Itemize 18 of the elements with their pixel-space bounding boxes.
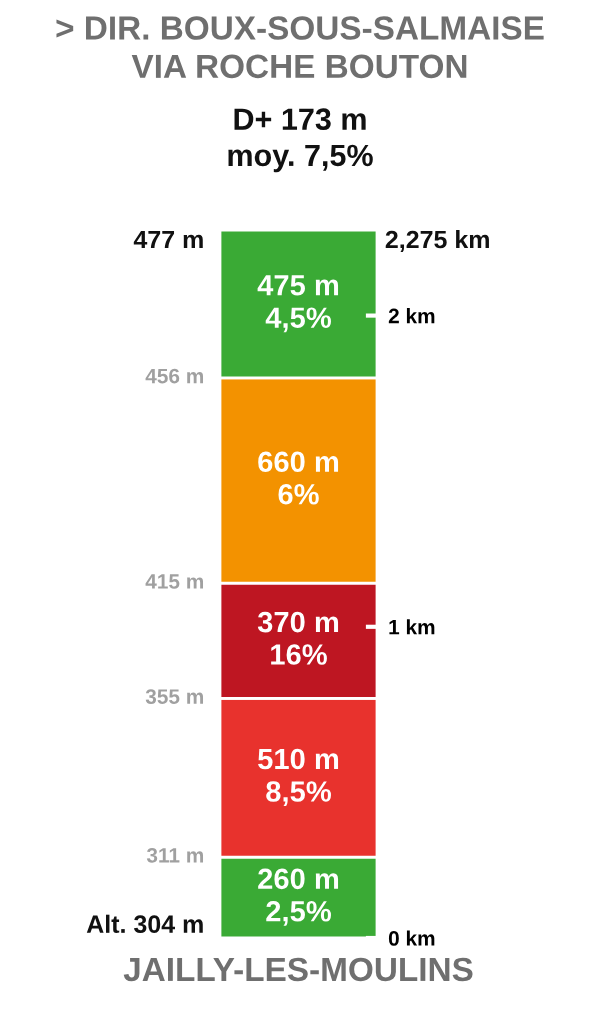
y-tick-label: 0 km — [388, 930, 435, 946]
chart-title: > DIR. BOUX-SOUS-SALMAISE VIA ROCHE BOUTON — [56, 16, 544, 79]
text: 456 m — [145, 368, 204, 384]
text: 311 m — [146, 847, 204, 863]
annotation: 510 m 8,5% — [258, 748, 339, 807]
text: 2,275 km — [385, 230, 489, 252]
text: 415 m — [145, 574, 204, 589]
annotation: 660 m 6% — [258, 451, 339, 505]
y-tick-label: 2 km — [388, 308, 435, 324]
x-axis-title: JAILLY-LES-MOULINS — [123, 957, 473, 982]
y-tick-label: 1 km — [389, 619, 435, 635]
annotation: 370 m 16% — [257, 611, 339, 665]
text: 477 m — [133, 230, 203, 249]
annotation: 260 m 2,5% — [258, 868, 339, 926]
text: Alt. 304 m — [86, 914, 203, 934]
annotation: 475 m 4,5% — [257, 275, 339, 333]
text: 355 m — [145, 689, 204, 704]
chart-subtitle: D+ 173 m moy. 7,5% — [228, 108, 373, 173]
